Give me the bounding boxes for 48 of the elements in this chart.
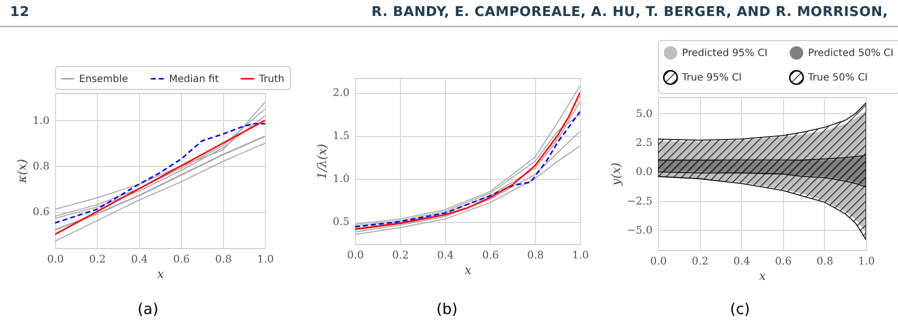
y-tick-label: 2.0 xyxy=(332,87,350,100)
legend-label: True 50% CI xyxy=(807,72,868,84)
text: 12 xyxy=(10,4,30,20)
x-tick-label: 1.0 xyxy=(572,250,589,262)
legend-label: Predicted 95% CI xyxy=(682,48,768,59)
x-tick-label: 1.0 xyxy=(257,254,274,266)
y-tick-label: 0.5 xyxy=(332,216,350,228)
x-axis-title: x xyxy=(157,267,164,281)
y-axis-title: y(x) xyxy=(609,162,624,186)
text: (c) xyxy=(729,300,751,318)
x-tick-label: 0.6 xyxy=(774,256,792,268)
y-tick-label: 5.0 xyxy=(636,108,652,120)
x-tick-label: 0.2 xyxy=(692,256,708,268)
text: (a) xyxy=(136,300,160,318)
legend-label: True 95% CI xyxy=(681,72,742,84)
y-axis-title: 1/λ(x) xyxy=(314,143,329,180)
x-tick-label: 0.0 xyxy=(347,250,364,262)
y-tick-label: 1.5 xyxy=(332,130,350,142)
y-tick-label: 0.8 xyxy=(32,160,50,172)
x-tick-label: 0.2 xyxy=(89,254,106,266)
x-tick-label: 0.4 xyxy=(437,250,454,262)
y-tick-label: 0.6 xyxy=(32,206,50,218)
y-tick-label: −5.0 xyxy=(627,224,652,237)
text: R. BANDY, E. CAMPOREALE, A. HU, T. BERGER, AND R. MORRISON, xyxy=(372,4,888,20)
x-tick-label: 0.8 xyxy=(215,254,232,266)
legend-label: Ensemble xyxy=(79,74,128,85)
y-axis-title: κ(x) xyxy=(14,158,29,184)
x-tick-label: 0.2 xyxy=(392,250,409,262)
legend-label: Predicted 50% CI xyxy=(808,48,894,59)
legend-label: Truth xyxy=(258,74,284,85)
x-tick-label: 0.4 xyxy=(131,254,148,266)
x-tick-label: 0.0 xyxy=(650,256,667,268)
text: (b) xyxy=(435,300,459,318)
x-axis-title: x xyxy=(464,263,472,277)
y-tick-label: −2.5 xyxy=(627,195,652,208)
x-tick-label: 1.0 xyxy=(858,256,875,268)
x-tick-label: 0.6 xyxy=(173,254,190,266)
x-tick-label: 0.6 xyxy=(482,250,500,262)
y-tick-label: 1.0 xyxy=(32,114,50,127)
x-tick-label: 0.8 xyxy=(527,250,544,262)
legend-label: Median fit xyxy=(169,74,219,85)
x-axis-title: x xyxy=(759,269,766,283)
x-tick-label: 0.8 xyxy=(816,256,834,268)
y-tick-label: 1.0 xyxy=(332,173,350,186)
y-tick-label: 0.0 xyxy=(636,166,652,178)
y-tick-label: 2.5 xyxy=(636,137,652,150)
x-tick-label: 0.0 xyxy=(47,254,64,266)
x-tick-label: 0.4 xyxy=(733,256,750,268)
